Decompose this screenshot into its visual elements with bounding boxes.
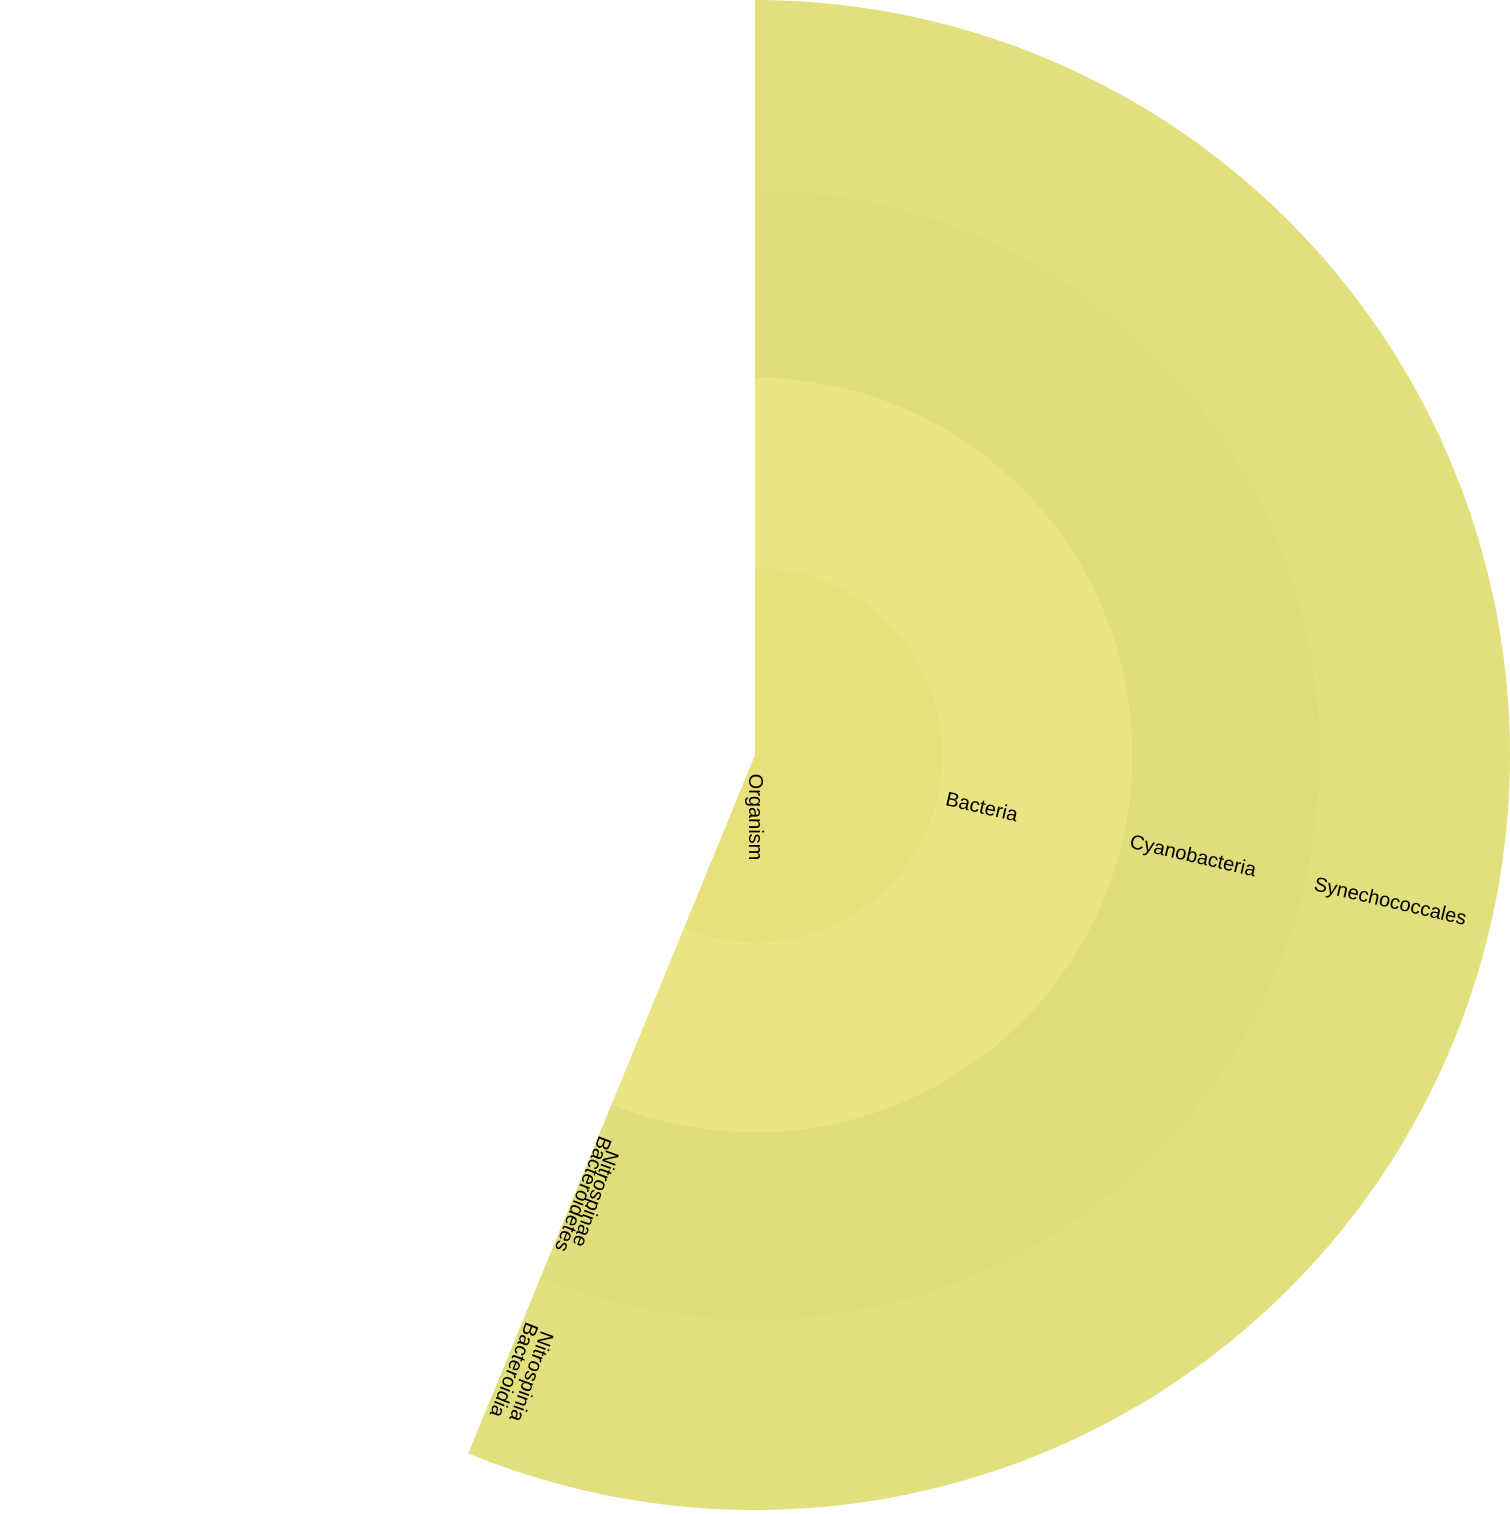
segment-synechococcales[interactable]	[508, 0, 1510, 1510]
segment-bacteria[interactable]	[611, 378, 1132, 1132]
segment-organism[interactable]	[683, 567, 944, 943]
segment-nitrospinia[interactable]	[472, 1279, 570, 1469]
segment-cyanobacteria[interactable]	[569, 188, 1322, 1321]
segment-nitrospinae[interactable]	[543, 1104, 632, 1290]
segment-bacteroidia[interactable]	[468, 1278, 544, 1456]
segment-bacteroidetes[interactable]	[540, 1103, 615, 1280]
sunburst-arcs	[468, 0, 1510, 1510]
label-organism: Organism	[744, 774, 766, 861]
